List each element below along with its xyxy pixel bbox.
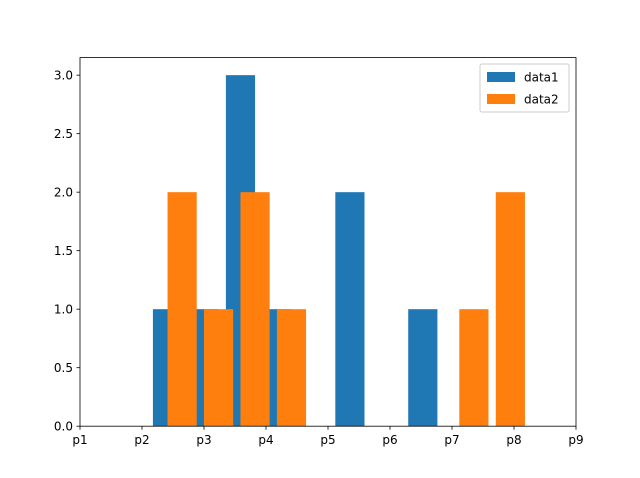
legend: data1 data2 [479,63,570,113]
bar-data2-5 [495,192,525,427]
y-tick-label: 0.5 [54,361,73,375]
plot-frame [79,57,577,427]
y-tick-label: 1.5 [54,244,73,258]
bar-data2-1 [204,309,234,427]
x-tick-label: p4 [258,433,273,447]
x-tick-label: p3 [196,433,211,447]
bar-data2-2 [240,192,270,427]
bar-data2-0 [167,192,197,427]
bar-data1-4 [335,192,365,427]
legend-swatch-data1 [487,72,515,82]
bar-data2-4 [459,309,489,427]
legend-label-data2: data2 [524,93,559,107]
x-tick-label: p9 [568,433,583,447]
bar-data2-3 [276,309,307,427]
y-tick-label: 2.0 [54,185,73,199]
y-tick-label: 2.5 [54,127,73,141]
bars-layer [152,75,525,427]
legend-swatch-data2 [487,94,515,104]
x-tick-label: p6 [382,433,397,447]
y-tick-label: 3.0 [54,68,73,82]
x-tick-label: p8 [506,433,521,447]
x-tick-label: p1 [72,433,87,447]
x-tick-label: p2 [134,433,149,447]
y-axis: 0.0 0.5 1.0 1.5 2.0 2.5 3.0 [54,68,80,434]
x-tick-label: p5 [320,433,335,447]
legend-label-data1: data1 [524,71,559,85]
x-tick-label: p7 [444,433,459,447]
y-tick-label: 1.0 [54,302,73,316]
x-axis: p1 p2 p3 p4 p5 p6 p7 p8 p9 [72,426,584,447]
y-tick-label: 0.0 [54,420,73,434]
bar-data1-5 [408,309,438,427]
